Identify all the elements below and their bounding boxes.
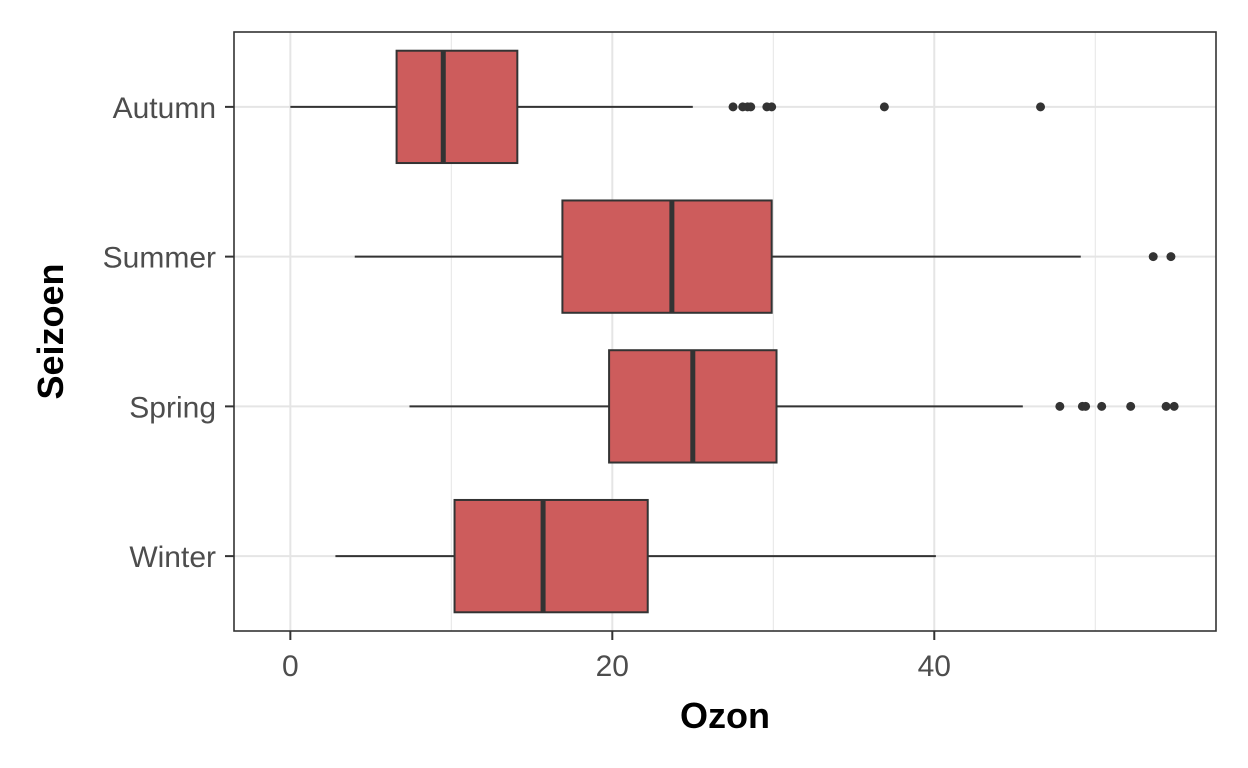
y-tick-label: Spring [129, 391, 216, 424]
outlier-point [1161, 401, 1171, 411]
outlier-point [1148, 252, 1158, 262]
outlier-point [746, 102, 756, 112]
axes: 0 20 40 Autumn Summer Spring Winter [103, 92, 951, 683]
iqr-box [395, 49, 519, 165]
outlier-point [1081, 401, 1091, 411]
y-tick-label: Autumn [113, 92, 216, 125]
y-tick-label: Summer [103, 242, 216, 275]
plot-panel-border [233, 31, 1217, 632]
iqr-box [453, 498, 649, 614]
outlier-point [1126, 401, 1136, 411]
x-tick-label: 40 [918, 650, 951, 683]
x-axis-title: Ozon [680, 695, 770, 736]
grid-lines [234, 32, 1216, 631]
outlier-point [1097, 401, 1107, 411]
boxplot-winter [335, 498, 936, 614]
outlier-point [1166, 252, 1176, 262]
outlier-point [1169, 401, 1179, 411]
boxplot-autumn [290, 49, 1046, 165]
outlier-point [767, 102, 777, 112]
outlier-point [879, 102, 889, 112]
outlier-point [728, 102, 738, 112]
y-tick-label: Winter [129, 541, 216, 574]
x-tick-label: 0 [282, 650, 299, 683]
boxplot-summer [354, 199, 1176, 314]
x-tick-label: 20 [596, 650, 629, 683]
boxplot-spring [409, 349, 1179, 464]
y-axis-title: Seizoen [30, 263, 71, 399]
outlier-point [1036, 102, 1046, 112]
iqr-box [561, 199, 773, 314]
boxplot-series [290, 49, 1179, 614]
outlier-point [1055, 401, 1065, 411]
